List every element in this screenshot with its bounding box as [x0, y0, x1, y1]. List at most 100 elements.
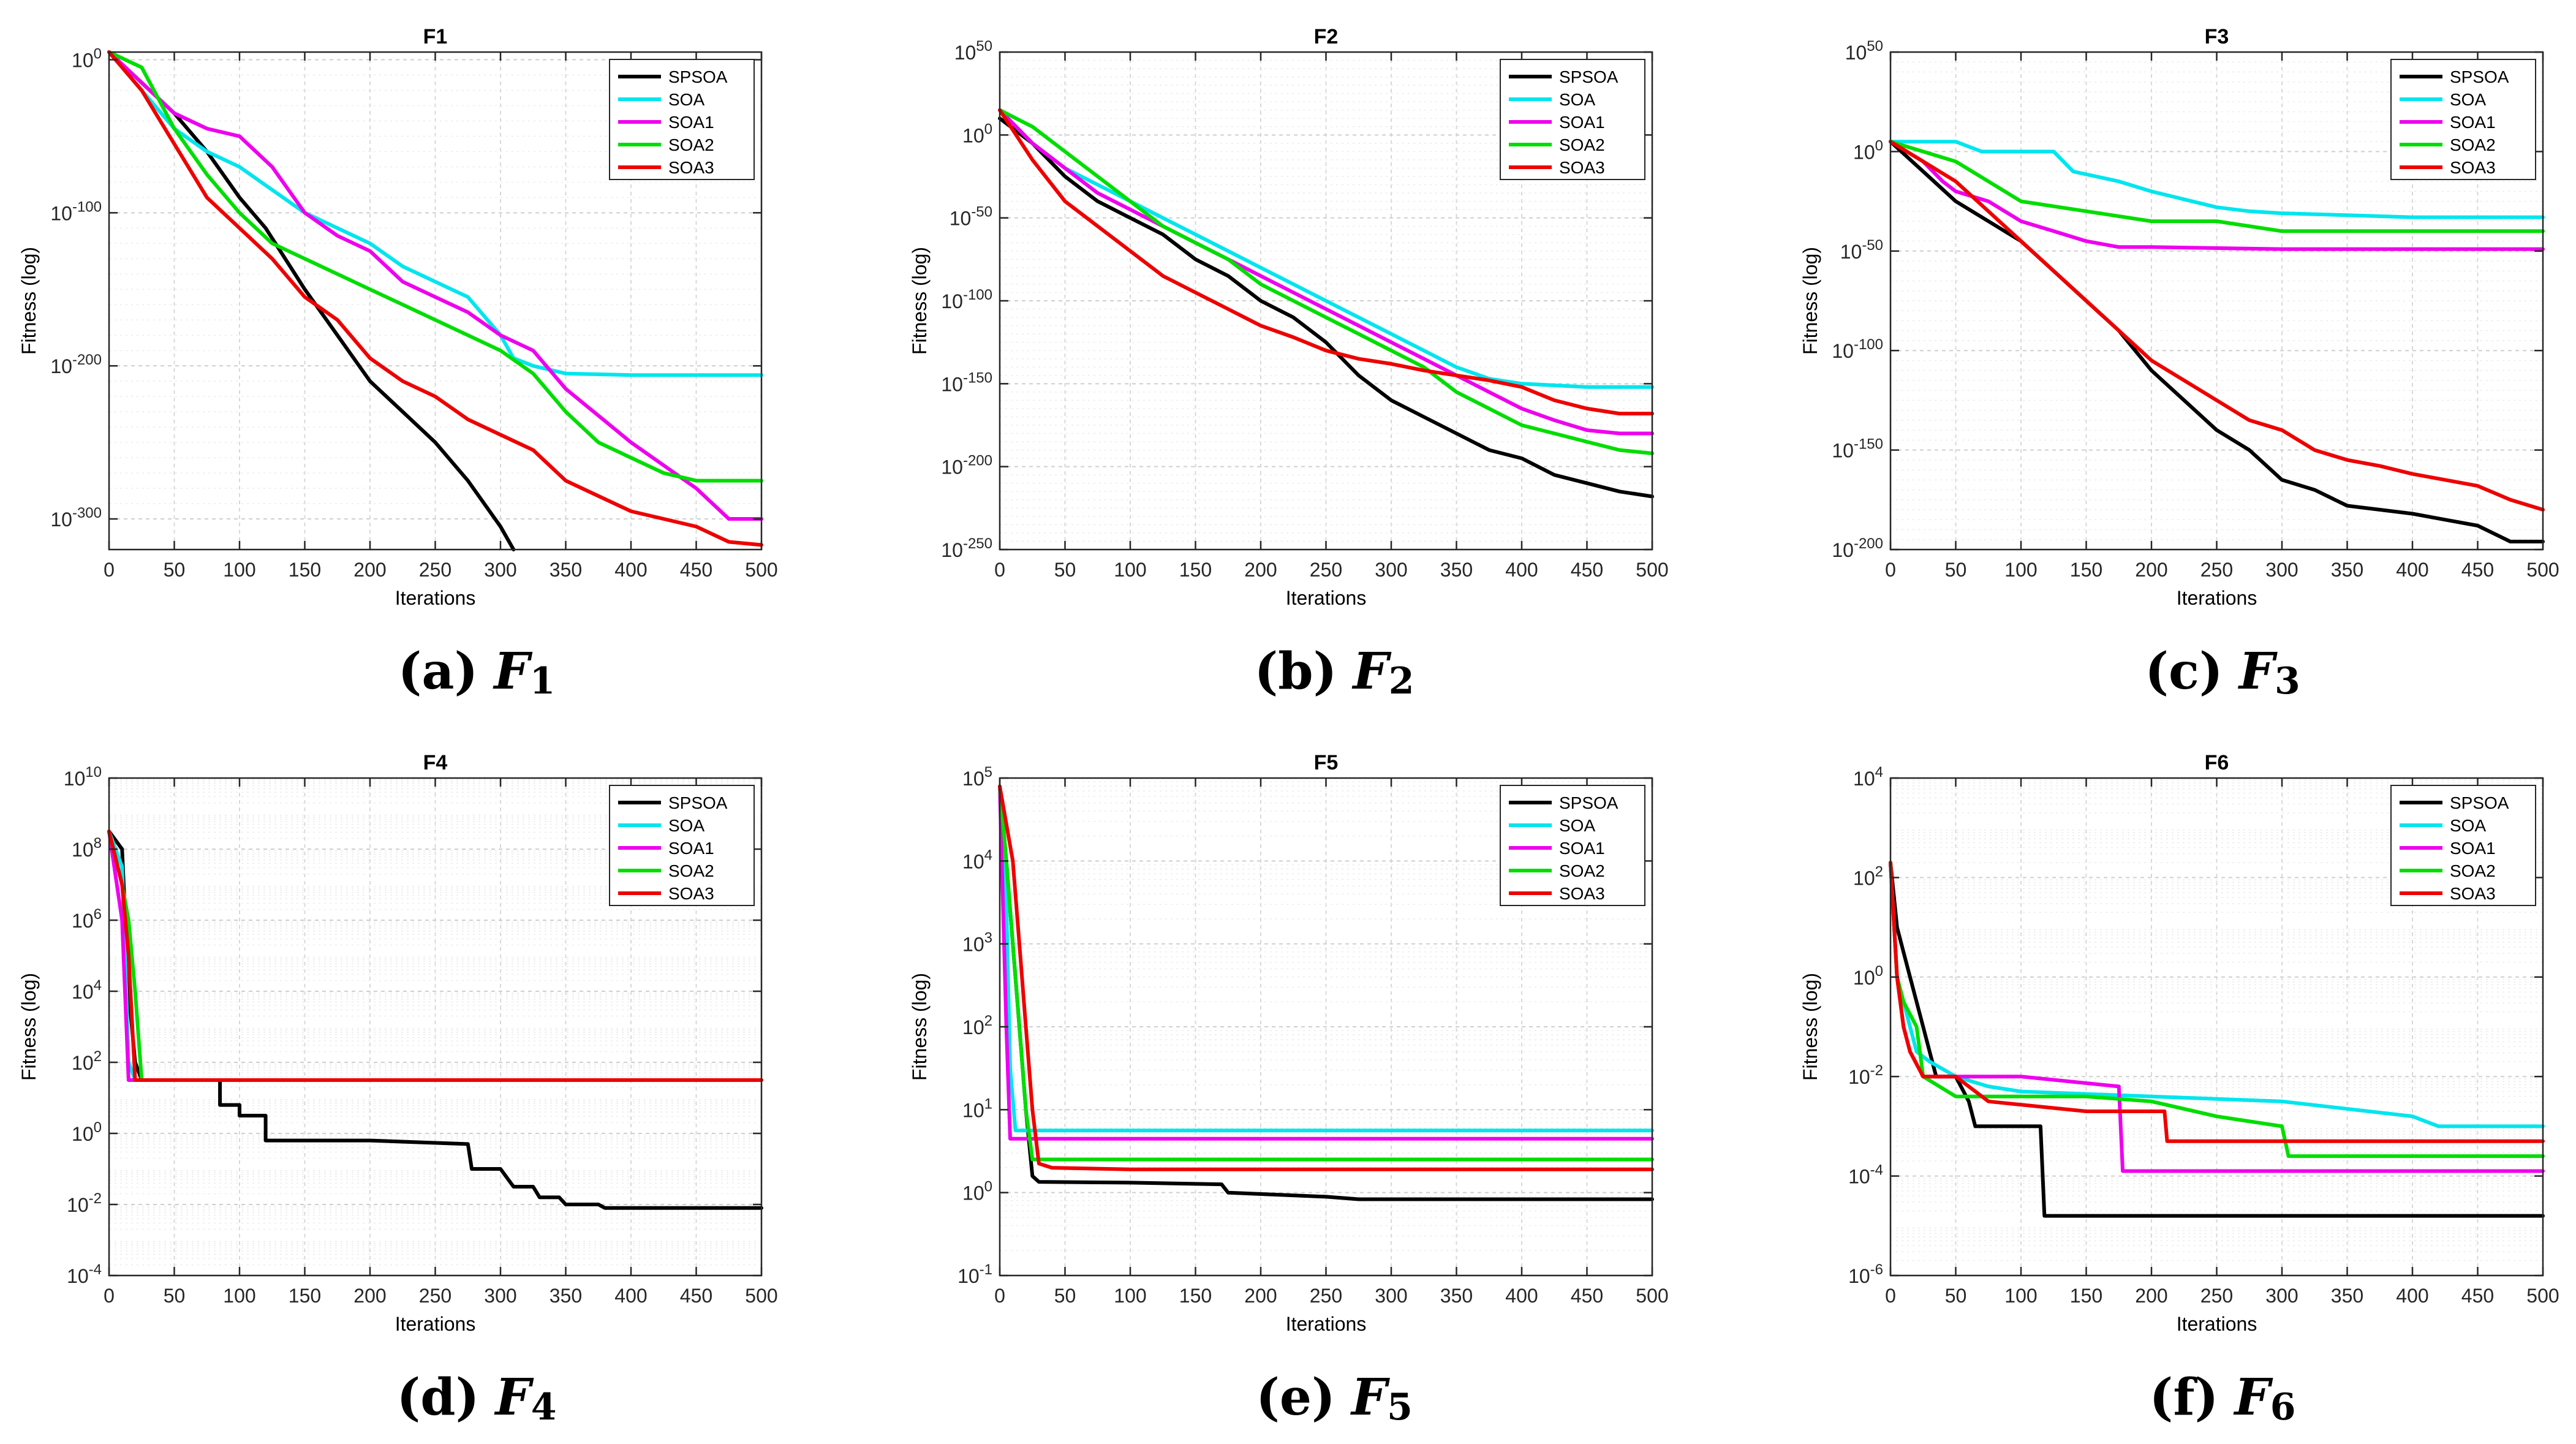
panel-3-legend-label-soa: SOA [2450, 90, 2486, 109]
panel-4-title: F4 [423, 751, 448, 774]
panel-1-series-spsoa [107, 50, 516, 551]
panel-5-ytick-label-2: 103 [962, 930, 992, 956]
panel-1-legend-label-spsoa: SPSOA [668, 67, 728, 86]
panel-2-legend-label-soa3: SOA3 [1559, 158, 1605, 177]
panel-6-legend-box [2390, 785, 2536, 906]
panel-3-xtick-label-10: 500 [2526, 559, 2559, 581]
panel-2-series-soa1 [998, 108, 1654, 436]
panel-4-xtick-label-0: 0 [104, 1285, 115, 1307]
panel-3-legend-label-soa3: SOA3 [2450, 158, 2496, 177]
panel-3: 0 50 100 150 200 250 300 350 400 450 500 1050 100 10-… [1799, 25, 2559, 609]
panel-2-legend-label-soa2: SOA2 [1559, 135, 1605, 154]
panel-1-series-soa [107, 50, 763, 377]
panel-2-xtick-label-0: 0 [994, 559, 1005, 581]
panel-2-xtick-label-3: 150 [1179, 559, 1212, 581]
panel-1-xtick-label-7: 350 [550, 559, 582, 581]
panel-2-ytick-label-4: 10-150 [941, 369, 992, 395]
panel-1-legend-label-soa: SOA [668, 90, 704, 109]
caption-d-label: (d) [396, 1368, 480, 1427]
caption-c-sub: 3 [2275, 660, 2300, 703]
panel-1-legend-box [609, 59, 755, 180]
panel-5-ytick-label-6: 10-1 [958, 1261, 992, 1287]
panel-1-title: F1 [423, 25, 448, 48]
panel-2-series-soa2 [998, 108, 1654, 455]
panel-4-legend-box [609, 785, 755, 906]
caption-d-func: F [495, 1368, 531, 1427]
panel-5-legend-label-spsoa: SPSOA [1559, 793, 1618, 812]
caption-a-func: F [494, 642, 530, 701]
panel-3-ytick-label-5: 10-200 [1832, 535, 1883, 561]
panel-2-xtick-label-9: 450 [1571, 559, 1603, 581]
panel-4-xtick-label-7: 350 [550, 1285, 582, 1307]
panel-5-legend-label-soa1: SOA1 [1559, 839, 1605, 858]
panel-6-xtick-label-8: 400 [2396, 1285, 2428, 1307]
panel-1-xtick-label-1: 50 [164, 559, 186, 581]
caption-e-label: (e) [1256, 1368, 1335, 1427]
panel-1-xtick-label-3: 150 [289, 559, 321, 581]
panel-2-ylabel: Fitness (log) [908, 247, 931, 355]
panel-4-ytick-label-2: 106 [72, 906, 102, 932]
panel-6-ytick-label-1: 102 [1853, 863, 1883, 889]
caption-b-sub: 2 [1388, 660, 1415, 703]
panel-4-xtick-label-10: 500 [745, 1285, 777, 1307]
caption-c-func: F [2238, 642, 2275, 701]
panel-5-ytick-label-3: 102 [962, 1013, 992, 1038]
panel-4-ytick-label-0: 1010 [64, 764, 102, 790]
panel-3-ytick-label-1: 100 [1853, 137, 1883, 163]
panel-2-ytick-label-5: 10-200 [941, 453, 992, 478]
panel-5-legend-label-soa: SOA [1559, 816, 1595, 835]
panel-3-ytick-label-3: 10-100 [1832, 336, 1883, 362]
panel-3-ytick-label-2: 10-50 [1840, 237, 1883, 263]
panel-2-ytick-label-2: 10-50 [950, 204, 992, 230]
panel-3-xtick-label-7: 350 [2331, 559, 2363, 581]
panel-6-series-soa3 [1889, 861, 2545, 1143]
panel-1-xtick-label-6: 300 [484, 559, 516, 581]
panel-4-series-soa3 [107, 830, 763, 1082]
panel-2-xtick-label-1: 50 [1054, 559, 1076, 581]
panel-4-legend-label-spsoa: SPSOA [668, 793, 728, 812]
panel-1-ytick-label-2: 10-200 [50, 352, 102, 377]
panel-1-series-soa3 [107, 50, 763, 547]
panel-4-ytick-label-4: 102 [72, 1048, 102, 1074]
panel-1-xtick-label-0: 0 [104, 559, 115, 581]
panel-3-ytick-label-0: 1050 [1845, 38, 1883, 64]
panel-5-xtick-label-10: 500 [1636, 1285, 1668, 1307]
panel-5-xtick-label-9: 450 [1571, 1285, 1603, 1307]
panel-5-ytick-label-5: 100 [962, 1179, 992, 1204]
panel-2-xtick-label-5: 250 [1310, 559, 1342, 581]
panel-4-ytick-label-5: 100 [72, 1119, 102, 1145]
panel-2: 0 50 100 150 200 250 300 350 400 450 500 1050 100 10-… [908, 25, 1669, 609]
panel-5-xtick-label-3: 150 [1179, 1285, 1212, 1307]
caption-e: (e) F5 [905, 1372, 1763, 1426]
panel-1-xtick-label-2: 100 [223, 559, 255, 581]
panel-6-title: F6 [2205, 751, 2229, 774]
panel-3-xtick-label-2: 100 [2004, 559, 2037, 581]
panel-1-xtick-label-4: 200 [353, 559, 386, 581]
caption-d: (d) F4 [48, 1372, 905, 1426]
caption-a-sub: 1 [529, 660, 556, 703]
panel-3-xtick-label-4: 200 [2135, 559, 2167, 581]
panel-2-xlabel: Iterations [1286, 587, 1367, 609]
panel-4-ytick-label-6: 10-2 [67, 1190, 102, 1216]
panel-6-ytick-label-0: 104 [1853, 764, 1883, 790]
panel-3-series-soa [1889, 140, 2545, 219]
panel-2-ytick-label-1: 100 [962, 121, 992, 146]
panel-5-legend-label-soa2: SOA2 [1559, 861, 1605, 880]
panel-3-xtick-label-5: 250 [2200, 559, 2233, 581]
caption-f-sub: 6 [2270, 1386, 2296, 1429]
panel-1-xtick-label-10: 500 [745, 559, 777, 581]
panel-4-ylabel: Fitness (log) [18, 973, 40, 1081]
panel-2-legend-label-soa: SOA [1559, 90, 1595, 109]
panel-3-series-spsoa [1889, 140, 2545, 543]
panel-6-xtick-label-0: 0 [1885, 1285, 1896, 1307]
panel-3-xtick-label-1: 50 [1945, 559, 1967, 581]
panel-2-ytick-label-0: 1050 [954, 38, 992, 64]
panel-3-legend-label-soa1: SOA1 [2450, 113, 2496, 132]
panel-1-xlabel: Iterations [395, 587, 476, 609]
caption-a-label: (a) [398, 642, 478, 701]
panel-2-legend-label-spsoa: SPSOA [1559, 67, 1618, 86]
panel-6-series-soa2 [1889, 861, 2545, 1159]
panel-4: 0 50 100 150 200 250 300 350 400 450 500 1010 108 106… [18, 751, 778, 1335]
panel-5-series-soa1 [998, 784, 1654, 1141]
